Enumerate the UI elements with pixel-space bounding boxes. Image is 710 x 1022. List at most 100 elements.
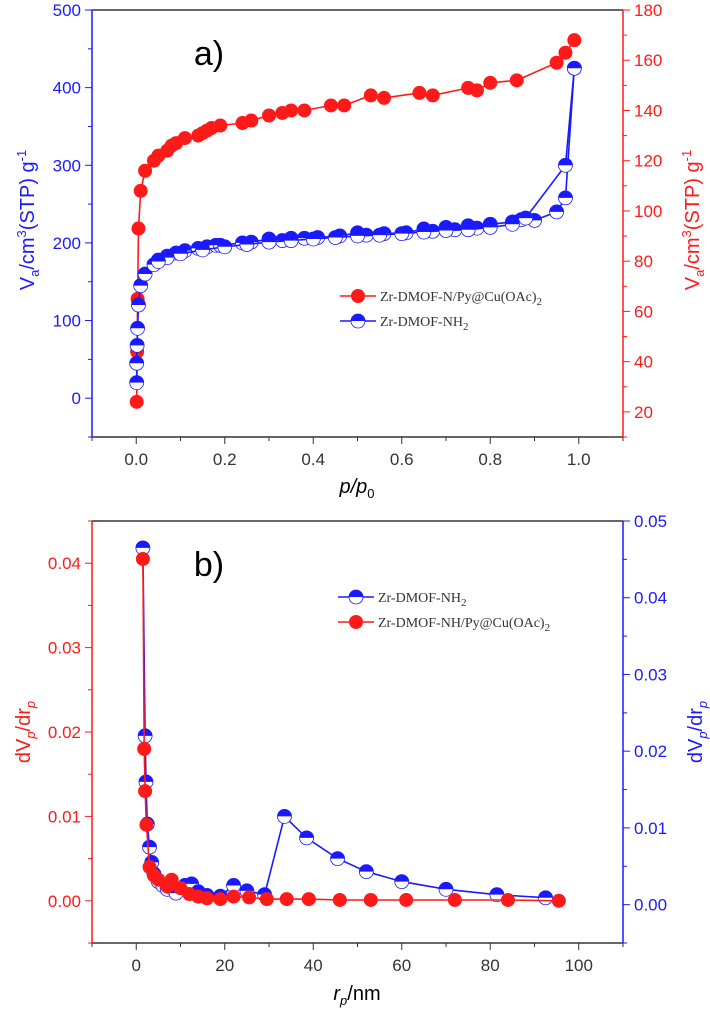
data-point — [284, 103, 299, 118]
data-point — [138, 163, 153, 178]
data-point — [332, 892, 347, 907]
data-point — [438, 881, 454, 897]
legend-label-subscript: 2 — [545, 622, 551, 634]
data-point-upper-half — [277, 809, 292, 817]
y-right-tick-label: 180 — [634, 1, 662, 20]
axis-title-part: /cm — [682, 237, 704, 269]
x-tick-label: 0.6 — [390, 450, 414, 469]
data-point — [323, 98, 338, 113]
data-point — [164, 872, 179, 887]
plot-area — [129, 33, 582, 409]
data-point-upper-half — [217, 239, 232, 247]
data-point-upper-half — [130, 338, 145, 346]
y-right-tick-label: 140 — [634, 101, 662, 120]
data-point — [129, 375, 145, 391]
data-point — [558, 157, 573, 173]
y-axis-title-left: Va/cm3(STP) g-1 — [14, 150, 42, 291]
x-tick-label: 0.0 — [124, 450, 148, 469]
data-point — [482, 219, 498, 235]
data-point-upper-half — [416, 225, 431, 233]
data-point — [131, 221, 146, 236]
y-axis-title-right: Va/cm3(STP) g-1 — [679, 150, 707, 291]
data-point — [363, 88, 378, 103]
data-point — [549, 204, 565, 220]
data-point — [137, 741, 152, 756]
data-point-upper-half — [359, 864, 374, 872]
data-point — [447, 892, 462, 907]
y-left-tick-label: 400 — [53, 79, 81, 98]
data-point — [363, 892, 378, 907]
data-point-upper-half — [538, 890, 553, 898]
data-point — [425, 88, 440, 103]
axis-title-part: a — [692, 269, 707, 277]
data-point — [351, 289, 365, 303]
data-point — [139, 817, 154, 832]
x-axis-title: p/p0 — [338, 476, 374, 501]
y-right-tick-label: 80 — [634, 252, 653, 271]
y-left-tick-label: 200 — [53, 234, 81, 253]
data-point-upper-half — [505, 217, 520, 225]
y-left-tick-label: 0.01 — [48, 807, 81, 826]
x-tick-label: 0.2 — [213, 450, 237, 469]
axis-title-part: /cm — [17, 237, 39, 269]
y-left-tick-label: 0 — [72, 389, 81, 408]
data-point — [350, 228, 365, 244]
y-right-tick-label: 120 — [634, 152, 662, 171]
data-point-upper-half — [567, 61, 582, 69]
data-point — [213, 892, 228, 907]
x-tick-label: 60 — [392, 956, 411, 975]
legend-label-text: Zr-DMOF-NH — [380, 315, 463, 330]
data-point — [305, 231, 321, 247]
y-right-tick-label: 0.00 — [634, 896, 667, 915]
data-point — [259, 892, 274, 907]
x-axis-title-sub: p — [339, 993, 347, 1008]
data-point — [337, 98, 352, 113]
x-tick-label: 0.8 — [478, 450, 502, 469]
data-point — [372, 227, 388, 243]
data-point — [261, 234, 277, 250]
data-point — [297, 103, 312, 118]
data-point — [131, 297, 146, 313]
data-point — [135, 551, 150, 566]
data-point — [394, 874, 410, 890]
data-point-upper-half — [129, 356, 144, 364]
y-left-tick-label: 0.03 — [48, 639, 81, 658]
x-tick-label: 80 — [481, 956, 500, 975]
data-point-upper-half — [350, 228, 365, 236]
legend-label: Zr-DMOF-NH2 — [380, 315, 468, 333]
axis-title-part: -1 — [679, 150, 694, 162]
y-axis-title-left: dVp/drp — [13, 701, 38, 763]
data-point — [538, 890, 553, 906]
data-point-upper-half — [195, 242, 210, 250]
data-point-upper-half — [483, 220, 498, 228]
data-point — [551, 893, 566, 908]
data-point-upper-half — [299, 830, 314, 838]
data-point — [348, 589, 364, 605]
data-point — [299, 830, 315, 846]
data-point — [239, 237, 255, 252]
data-point-upper-half — [131, 298, 146, 306]
axis-title-part: (STP) g — [17, 161, 39, 230]
data-point — [173, 246, 188, 262]
y-left-tick-label: 100 — [53, 312, 81, 331]
data-point — [301, 892, 316, 907]
x-tick-label: 40 — [304, 956, 323, 975]
x-tick-label: 1.0 — [567, 450, 591, 469]
x-axis-title-sub: 0 — [367, 486, 374, 501]
data-point — [130, 320, 145, 336]
data-point — [129, 394, 144, 409]
axis-title-part: p — [23, 701, 38, 709]
y-left-tick-label: 0.02 — [48, 723, 81, 742]
legend-item: Zr-DMOF-NH/Py@Cu(OAc)2 — [338, 615, 550, 634]
data-point-upper-half — [184, 876, 199, 884]
data-point-upper-half — [349, 590, 363, 597]
legend-label-subscript: 2 — [537, 296, 543, 308]
data-point-upper-half — [151, 254, 166, 262]
data-point — [558, 190, 573, 206]
series-blue — [135, 540, 553, 906]
y-right-tick-label: 60 — [634, 302, 653, 321]
series-line — [142, 547, 546, 899]
data-point — [135, 540, 151, 556]
axis-title-part: /dr — [13, 708, 35, 732]
